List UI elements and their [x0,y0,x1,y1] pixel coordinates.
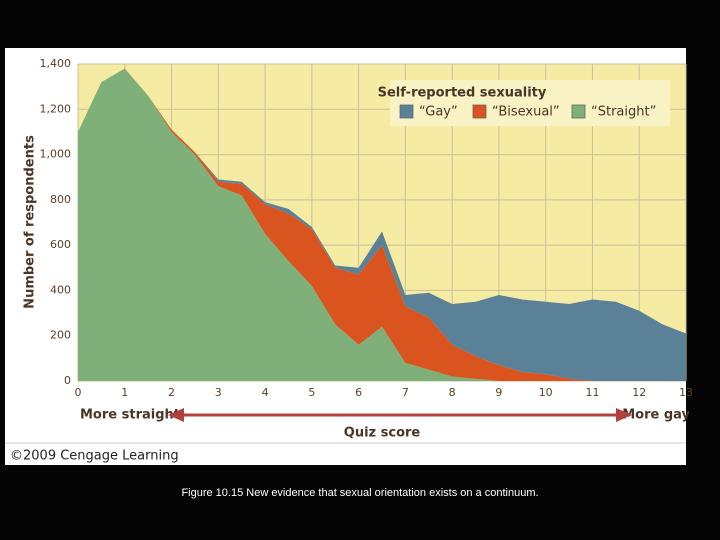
legend-label: “Gay” [419,105,458,120]
legend-swatch [571,104,586,119]
x-tick-label: 9 [495,386,502,399]
legend-title: Self-reported sexuality [378,86,547,101]
y-tick-label: 800 [50,193,71,206]
x-tick-label: 11 [585,386,599,399]
y-tick-label: 1,200 [40,102,72,115]
y-axis-label: Number of respondents [23,135,38,309]
legend-swatch [472,104,487,119]
legend-swatch [399,104,414,119]
area [78,68,686,382]
y-tick-label: 600 [50,238,71,251]
x-tick-label: 10 [539,386,553,399]
x-tick-label: 5 [308,386,315,399]
x-tick-label: 0 [75,386,82,399]
x-right-note: More gay [622,408,690,423]
legend-label: “Bisexual” [492,105,560,120]
y-tick-label: 400 [50,283,71,296]
y-tick-label: 1,400 [40,57,72,70]
x-tick-label: 7 [402,386,409,399]
x-tick-label: 6 [355,386,362,399]
x-axis-label: Quiz score [344,426,421,441]
area [78,68,686,382]
area [78,68,686,382]
caption: Figure 10.15 New evidence that sexual or… [181,487,538,499]
x-left-note: More straight [80,408,180,423]
y-tick-label: 1,000 [40,148,72,161]
legend-box [390,80,670,126]
x-tick-label: 4 [262,386,269,399]
x-tick-label: 1 [121,386,128,399]
legend-label: “Straight” [591,105,656,120]
y-tick-label: 0 [64,374,71,387]
x-tick-label: 12 [632,386,646,399]
credit: ©2009 Cengage Learning [10,449,179,464]
y-tick-label: 200 [50,329,71,342]
x-tick-label: 2 [168,386,175,399]
x-tick-label: 13 [679,386,693,399]
x-tick-label: 3 [215,386,222,399]
x-tick-label: 8 [449,386,456,399]
